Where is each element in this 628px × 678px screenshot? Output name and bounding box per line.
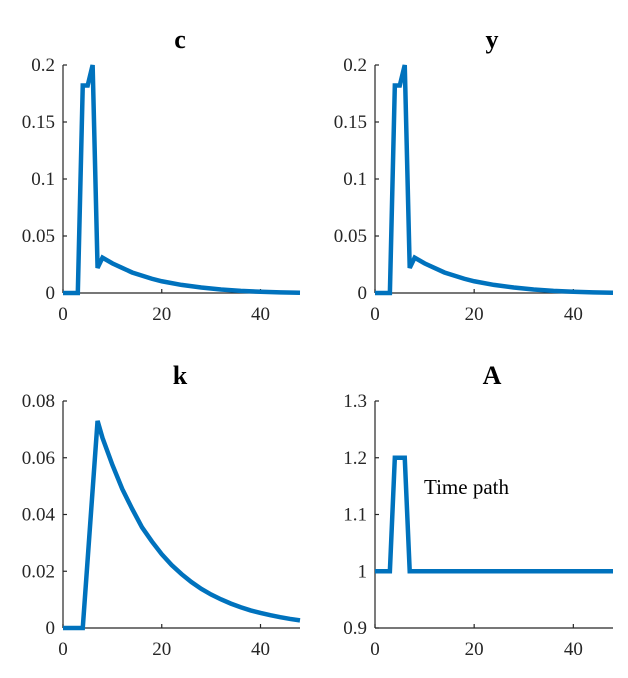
x-tick-label: 20 <box>152 639 171 660</box>
series-line <box>375 455 613 574</box>
y-tick-label: 1.1 <box>343 505 367 526</box>
y-tick-label: 0.08 <box>22 391 55 412</box>
y-tick-label: 0.1 <box>343 169 367 190</box>
y-tick-label: 0.05 <box>334 226 367 247</box>
y-tick-label: 0.1 <box>31 169 55 190</box>
panel-k: k 0 0.02 0.04 0.06 0.08 0 20 40 <box>22 361 301 660</box>
x-tick-label: 20 <box>465 639 484 660</box>
x-tick-label: 0 <box>370 304 380 325</box>
y-tick-label: 0 <box>358 283 368 304</box>
y-tick-label: 0.04 <box>22 505 56 526</box>
y-tick-label: 1 <box>358 561 368 582</box>
y-tick-label: 0 <box>46 618 56 639</box>
y-tick-label: 0.2 <box>343 55 367 76</box>
x-tick-label: 0 <box>58 639 68 660</box>
y-tick-label: 0.15 <box>334 112 367 133</box>
y-tick-label: 0.2 <box>31 55 55 76</box>
x-tick-label: 20 <box>465 304 484 325</box>
series-line <box>63 420 301 631</box>
y-tick-label: 1.3 <box>343 391 367 412</box>
y-tick-label: 0.05 <box>22 226 55 247</box>
time-path-annotation: Time path <box>424 475 509 499</box>
y-tick-label: 0.15 <box>22 112 55 133</box>
x-tick-label: 0 <box>58 304 68 325</box>
x-tick-label: 40 <box>564 304 583 325</box>
panel-c: c 0 0.05 0.1 0.15 0.2 0 20 40 <box>22 25 301 325</box>
x-tick-label: 20 <box>152 304 171 325</box>
y-tick-label: 0.06 <box>22 448 55 469</box>
x-tick-label: 40 <box>251 639 270 660</box>
panel-title: A <box>483 361 502 390</box>
series-line <box>375 64 614 296</box>
x-tick-label: 40 <box>564 639 583 660</box>
panel-a: A Time path 0.9 1 1.1 1.2 1.3 0 20 40 <box>343 361 613 660</box>
y-tick-label: 0 <box>46 283 56 304</box>
y-tick-label: 0.02 <box>22 561 55 582</box>
panel-title: y <box>486 25 499 54</box>
panel-title: c <box>174 25 186 54</box>
y-tick-label: 0.9 <box>343 618 367 639</box>
x-tick-label: 0 <box>370 639 380 660</box>
x-tick-label: 40 <box>251 304 270 325</box>
series-line <box>63 64 301 296</box>
panel-title: k <box>173 361 188 390</box>
y-tick-label: 1.2 <box>343 448 367 469</box>
panel-y: y 0 0.05 0.1 0.15 0.2 0 20 40 <box>334 25 614 325</box>
